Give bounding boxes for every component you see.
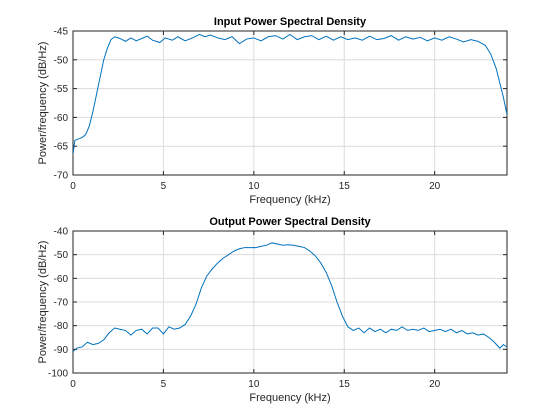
y-tick-label: -55 xyxy=(54,84,69,95)
y-tick-label: -65 xyxy=(54,142,69,153)
axes-box xyxy=(72,30,508,176)
chart-title: Input Power Spectral Density xyxy=(214,16,367,28)
x-axis-label: Frequency (kHz) xyxy=(249,392,330,404)
y-tick-label: -100 xyxy=(48,369,68,380)
x-tick-label: 20 xyxy=(429,181,441,192)
y-tick-label: -45 xyxy=(54,27,69,38)
y-axis-label: Power/frequency (dB/Hz) xyxy=(37,241,49,364)
y-axis-label: Power/frequency (dB/Hz) xyxy=(37,42,49,165)
y-tick-label: -60 xyxy=(54,274,69,285)
x-axis-label: Frequency (kHz) xyxy=(249,194,330,206)
x-tick-label: 20 xyxy=(429,379,441,390)
chart-panel-1: 0 5 10 15 20 -70 -65 -60 -55 -50 -45 Input Power Sp… xyxy=(37,16,508,206)
x-tick-label: 0 xyxy=(70,181,76,192)
series-line xyxy=(73,33,507,155)
x-tick-label: 15 xyxy=(339,181,351,192)
y-tick-label: -50 xyxy=(54,55,69,66)
y-tick-label: -70 xyxy=(54,171,69,182)
y-tick-label: -70 xyxy=(54,298,69,309)
x-tick-label: 15 xyxy=(339,379,351,390)
series-line xyxy=(73,242,507,353)
x-tick-label: 5 xyxy=(161,181,167,192)
y-tick-label: -40 xyxy=(54,227,69,238)
y-tick-label: -80 xyxy=(54,321,69,332)
chart-title: Output Power Spectral Density xyxy=(209,216,371,228)
x-tick-label: 0 xyxy=(70,379,76,390)
x-tick-label: 10 xyxy=(248,379,260,390)
y-tick-label: -50 xyxy=(54,250,69,261)
y-tick-label: -90 xyxy=(54,345,69,356)
plot-area xyxy=(72,30,508,176)
chart-panel-2: 0 5 10 15 20 -100 -90 -80 -70 -60 -50 -40 Output Pow… xyxy=(37,216,508,404)
x-tick-label: 10 xyxy=(248,181,260,192)
y-tick-label: -60 xyxy=(54,113,69,124)
x-tick-label: 5 xyxy=(161,379,167,390)
